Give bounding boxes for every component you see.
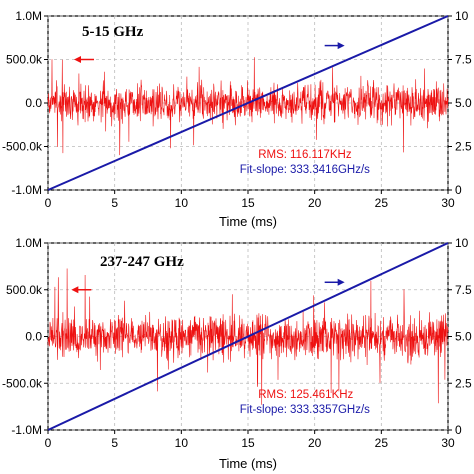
right-y-tick-label: 7.5 [455, 283, 472, 297]
left-y-tick-label: 0.0 [25, 330, 42, 344]
noise-trace [47, 268, 449, 405]
left-arrow-icon [74, 56, 94, 63]
slope-series [47, 15, 449, 191]
panel-title: 237-247 GHz [100, 254, 184, 270]
x-tick-label: 20 [308, 196, 322, 210]
right-arrow-icon [324, 42, 345, 50]
direction-arrows [71, 278, 345, 294]
x-tick-label: 15 [241, 436, 255, 450]
right-y-axis-ticks: 0 2.5 5.0 7.5 10 [448, 9, 472, 197]
x-tick-label: 10 [175, 436, 189, 450]
chart-panel-top: 0 5 10 15 20 25 30 -1.0M -500.0k 0.0 500.0k 1.0M 0… [2, 9, 472, 229]
x-tick-label: 25 [375, 196, 389, 210]
slope-value: 333.3416GHz/s [290, 164, 370, 176]
left-y-tick-label: -1.0M [11, 183, 42, 197]
slope-value: 333.3357GHz/s [290, 404, 370, 416]
right-y-axis-ticks: 0 2.5 5.0 7.5 10 [448, 236, 472, 437]
rms-value: 116.117KHz [290, 149, 352, 161]
right-y-tick-label: 7.5 [455, 53, 472, 67]
right-y-tick-label: 0 [455, 423, 462, 437]
left-y-tick-label: 500.0k [6, 53, 43, 67]
x-tick-label: 30 [441, 436, 455, 450]
x-axis-ticks: 0 5 10 15 20 25 30 [45, 430, 455, 450]
chart-panel-bottom: 0 5 10 15 20 25 30 -1.0M -500.0k 0.0 500.0k 1.0M 0… [2, 236, 472, 471]
left-y-tick-label: -500.0k [2, 376, 43, 390]
x-tick-label: 25 [375, 436, 389, 450]
right-arrow-icon [324, 278, 345, 286]
x-axis-label: Time (ms) [219, 456, 277, 471]
left-y-axis-ticks: -1.0M -500.0k 0.0 500.0k 1.0M [2, 236, 48, 437]
x-tick-label: 15 [241, 196, 255, 210]
left-y-tick-label: 0.0 [25, 96, 42, 110]
slope-annotation: Fit-slope: [240, 164, 287, 176]
x-tick-label: 5 [111, 196, 118, 210]
slope-series [47, 242, 449, 431]
rms-annotation: RMS: [258, 389, 287, 401]
x-tick-label: 20 [308, 436, 322, 450]
left-y-tick-label: -1.0M [11, 423, 42, 437]
x-tick-label: 0 [45, 196, 52, 210]
fit-slope-line [47, 242, 449, 431]
right-y-tick-label: 10 [455, 9, 469, 23]
noise-series [47, 57, 449, 156]
right-y-tick-label: 0 [455, 183, 462, 197]
x-tick-label: 30 [441, 196, 455, 210]
right-y-tick-label: 10 [455, 236, 469, 250]
left-y-tick-label: 500.0k [6, 283, 43, 297]
slope-annotation: Fit-slope: [240, 404, 287, 416]
right-y-tick-label: 2.5 [455, 140, 472, 154]
panel-title: 5-15 GHz [82, 24, 144, 40]
right-y-tick-label: 2.5 [455, 376, 472, 390]
fit-slope-line [47, 15, 449, 191]
right-y-tick-label: 5.0 [455, 330, 472, 344]
rms-value: 125.461KHz [290, 389, 354, 401]
x-tick-label: 5 [111, 436, 118, 450]
noise-trace [47, 57, 449, 156]
right-y-tick-label: 5.0 [455, 96, 472, 110]
left-arrow-icon [71, 286, 92, 294]
x-tick-label: 0 [45, 436, 52, 450]
left-y-tick-label: 1.0M [15, 236, 42, 250]
x-tick-label: 10 [175, 196, 189, 210]
rms-annotation: RMS: [258, 149, 287, 161]
noise-series [47, 268, 449, 405]
direction-arrows [74, 42, 345, 63]
x-axis-label: Time (ms) [219, 214, 277, 229]
left-y-tick-label: -500.0k [2, 140, 43, 154]
left-y-tick-label: 1.0M [15, 9, 42, 23]
x-axis-ticks: 0 5 10 15 20 25 30 [45, 190, 455, 210]
left-y-axis-ticks: -1.0M -500.0k 0.0 500.0k 1.0M [2, 9, 48, 197]
